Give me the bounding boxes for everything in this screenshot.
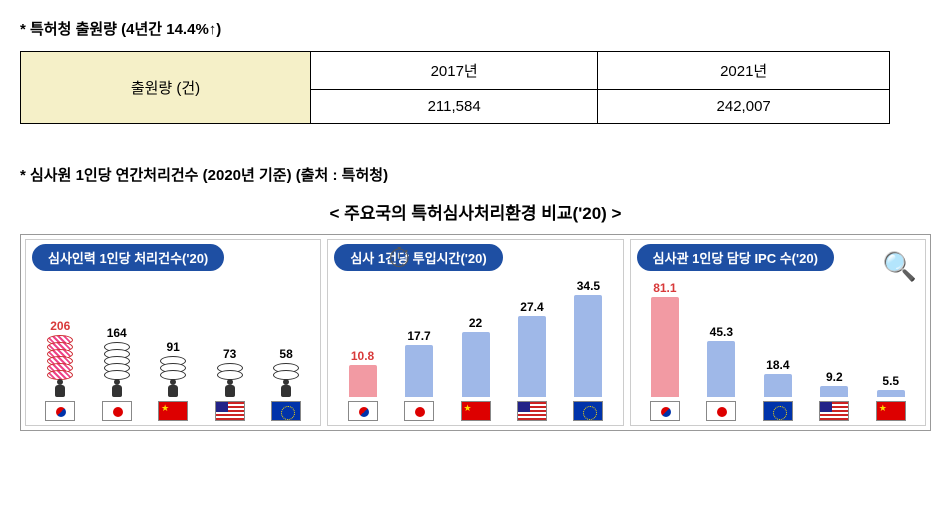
flag-jp (697, 401, 745, 421)
chart1-value-label: 164 (107, 326, 127, 340)
chart1-col-kr: 206 (36, 319, 84, 397)
bar-value-label: 45.3 (710, 325, 733, 339)
chart2-body-col-kr: 10.8 (338, 349, 386, 397)
bar (820, 386, 848, 397)
flag-us (810, 401, 858, 421)
table-row-label: 출원량 (건) (21, 52, 311, 124)
flag-kr (36, 401, 84, 421)
chart1-body: 206 164 91 73 58 (32, 277, 314, 397)
chart2-flags (334, 397, 616, 421)
chart3-card: 심사관 1인당 담당 IPC 수('20) 🔍 81.145.318.49.25… (630, 239, 926, 426)
bar-value-label: 17.7 (407, 329, 430, 343)
charts-row: 심사인력 1인당 처리건수('20) 206 164 91 73 58 심사 1건당 투… (20, 234, 931, 431)
chart3-title: 심사관 1인당 담당 IPC 수('20) (637, 244, 834, 271)
bar (877, 390, 905, 397)
chart2-title: 심사 1건당 투입시간('20) (334, 244, 502, 271)
chart2-body-col-cn: 22 (451, 316, 499, 397)
chart1-value-label: 73 (223, 347, 236, 361)
chart2-body-col-eu: 34.5 (564, 279, 612, 397)
applications-table: 출원량 (건) 2017년 2021년 211,584 242,007 (20, 51, 890, 124)
chart1-col-cn: 91 (149, 340, 197, 397)
bar (462, 332, 490, 397)
bar (405, 345, 433, 397)
person-icon (223, 379, 237, 397)
bar (707, 341, 735, 397)
chart2-body-col-us: 27.4 (508, 300, 556, 397)
bar-value-label: 10.8 (351, 349, 374, 363)
chart3-body-col-cn: 5.5 (867, 374, 915, 397)
chart1-value-label: 58 (279, 347, 292, 361)
bar (764, 374, 792, 397)
person-icon (166, 379, 180, 397)
flag-cn (149, 401, 197, 421)
chart3-body-col-kr: 81.1 (641, 281, 689, 397)
chart1-value-label: 206 (50, 319, 70, 333)
chart1-value-label: 91 (166, 340, 179, 354)
section2-bullet: * 심사원 1인당 연간처리건수 (2020년 기준) (출처 : 특허청) (20, 164, 931, 185)
charts-title: < 주요국의 특허심사처리환경 비교('20) > (20, 199, 931, 224)
person-icon (279, 379, 293, 397)
chart2-body: 10.8 17.7 22 27.4 34.5 (334, 277, 616, 397)
chart2-card: 심사 1건당 투입시간('20) ⏱ 10.8 17.7 22 27.4 34.5 (327, 239, 623, 426)
flag-eu (262, 401, 310, 421)
flag-cn (867, 401, 915, 421)
flag-jp (395, 401, 443, 421)
chart3-body-col-jp: 45.3 (697, 325, 745, 397)
bar-value-label: 9.2 (826, 370, 843, 384)
chart1-card: 심사인력 1인당 처리건수('20) 206 164 91 73 58 (25, 239, 321, 426)
bar-value-label: 81.1 (653, 281, 676, 295)
section1-bullet: * 특허청 출원량 (4년간 14.4%↑) (20, 18, 931, 39)
flag-us (508, 401, 556, 421)
chart1-flags (32, 397, 314, 421)
stopwatch-icon: ⏱ (388, 242, 410, 275)
bar (574, 295, 602, 397)
bar-value-label: 22 (469, 316, 482, 330)
chart3-body-col-us: 9.2 (810, 370, 858, 397)
flag-kr (641, 401, 689, 421)
flag-jp (92, 401, 140, 421)
bar (651, 297, 679, 397)
chart1-col-us: 73 (205, 347, 253, 397)
flag-eu (754, 401, 802, 421)
bar (349, 365, 377, 397)
table-val-2021: 242,007 (598, 90, 890, 124)
flag-kr (338, 401, 386, 421)
table-col-2021: 2021년 (598, 52, 890, 90)
chart1-col-eu: 58 (262, 347, 310, 397)
chart1-col-jp: 164 (92, 326, 140, 397)
chart1-title: 심사인력 1인당 처리건수('20) (32, 244, 224, 271)
table-col-2017: 2017년 (311, 52, 598, 90)
chart3-body-col-eu: 18.4 (754, 358, 802, 397)
bar-value-label: 27.4 (520, 300, 543, 314)
flag-eu (564, 401, 612, 421)
person-icon (53, 379, 67, 397)
chart3-body: 81.1 45.3 18.4 9.2 5.5 (637, 277, 919, 397)
bar-value-label: 34.5 (577, 279, 600, 293)
bar-value-label: 5.5 (882, 374, 899, 388)
person-icon (110, 379, 124, 397)
flag-cn (451, 401, 499, 421)
chart3-flags (637, 397, 919, 421)
table-val-2017: 211,584 (311, 90, 598, 124)
flag-us (205, 401, 253, 421)
bar (518, 316, 546, 397)
chart2-body-col-jp: 17.7 (395, 329, 443, 397)
bar-value-label: 18.4 (766, 358, 789, 372)
